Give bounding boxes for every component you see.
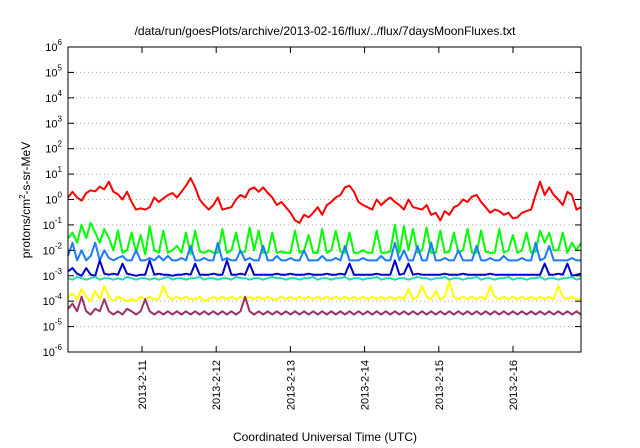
y-tick-label: 105 [45,63,62,79]
chart-title: /data/run/goesPlots/archive/2013-02-16/f… [135,24,517,38]
x-tick-label: 2013-2-13 [285,360,297,410]
series-line-2 [67,221,582,256]
x-axis-ticks: 2013-2-11 2013-2-12 2013-2-13 2013-2-14 2013… [137,47,520,410]
series-line-4 [67,259,582,277]
x-tick-label: 2013-2-11 [137,360,149,409]
series-line-7 [67,295,582,316]
x-tick-label: 2013-2-16 [508,360,520,410]
y-tick-label: 10-6 [43,343,63,359]
series-line-1 [67,177,582,224]
x-tick-label: 2013-2-15 [434,360,446,410]
y-axis-label-sup: 2 [18,194,27,199]
y-tick-label: 102 [45,140,62,156]
plot-frame [67,46,582,353]
y-axis-label-main: protons/cm [19,199,33,258]
y-tick-label: 104 [45,89,62,105]
y-tick-label: 10-1 [43,216,63,232]
y-tick-label: 10-3 [43,267,63,283]
y-axis-ticks: 10-6 10-5 10-4 10-3 10-2 10-1 100 101 102 103 104 1… [43,38,581,359]
y-tick-label: 106 [45,38,62,54]
y-tick-label: 101 [45,165,62,181]
series-line-3 [67,241,581,262]
series-line-6 [67,280,581,303]
y-axis-label: protons/cm2-s-sr-MeV [18,142,33,258]
grid-lines [68,71,581,328]
x-axis-label: Coordinated Universal Time (UTC) [233,430,417,444]
y-tick-label: 10-2 [43,241,63,257]
y-tick-label: 100 [45,191,62,207]
y-tick-label: 10-5 [43,318,63,334]
y-tick-label: 103 [45,114,62,130]
x-tick-label: 2013-2-12 [211,360,223,410]
y-tick-label: 10-4 [43,292,63,308]
series-line-5 [67,275,582,281]
y-axis-label-rest: -s-sr-MeV [19,142,33,195]
x-tick-label: 2013-2-14 [360,360,372,410]
data-series [67,177,582,316]
